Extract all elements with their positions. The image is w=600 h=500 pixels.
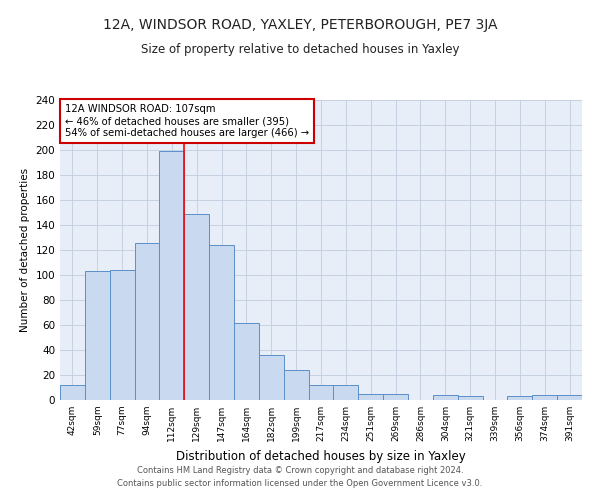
Bar <box>284 370 308 400</box>
Bar <box>60 385 85 400</box>
Bar <box>184 214 209 400</box>
Bar <box>358 394 383 400</box>
Bar <box>557 395 582 400</box>
Bar <box>433 395 458 400</box>
Bar <box>259 355 284 400</box>
Text: 12A WINDSOR ROAD: 107sqm
← 46% of detached houses are smaller (395)
54% of semi-: 12A WINDSOR ROAD: 107sqm ← 46% of detach… <box>65 104 310 138</box>
Y-axis label: Number of detached properties: Number of detached properties <box>20 168 30 332</box>
Bar <box>134 242 160 400</box>
Bar <box>160 151 184 400</box>
Bar <box>234 322 259 400</box>
Bar <box>209 245 234 400</box>
Text: Size of property relative to detached houses in Yaxley: Size of property relative to detached ho… <box>141 42 459 56</box>
Bar <box>458 396 482 400</box>
Text: Contains HM Land Registry data © Crown copyright and database right 2024.
Contai: Contains HM Land Registry data © Crown c… <box>118 466 482 487</box>
Bar <box>532 395 557 400</box>
Text: 12A, WINDSOR ROAD, YAXLEY, PETERBOROUGH, PE7 3JA: 12A, WINDSOR ROAD, YAXLEY, PETERBOROUGH,… <box>103 18 497 32</box>
Bar <box>308 385 334 400</box>
Bar <box>334 385 358 400</box>
Bar <box>85 271 110 400</box>
Bar <box>110 270 134 400</box>
Bar <box>508 396 532 400</box>
Bar <box>383 394 408 400</box>
X-axis label: Distribution of detached houses by size in Yaxley: Distribution of detached houses by size … <box>176 450 466 462</box>
